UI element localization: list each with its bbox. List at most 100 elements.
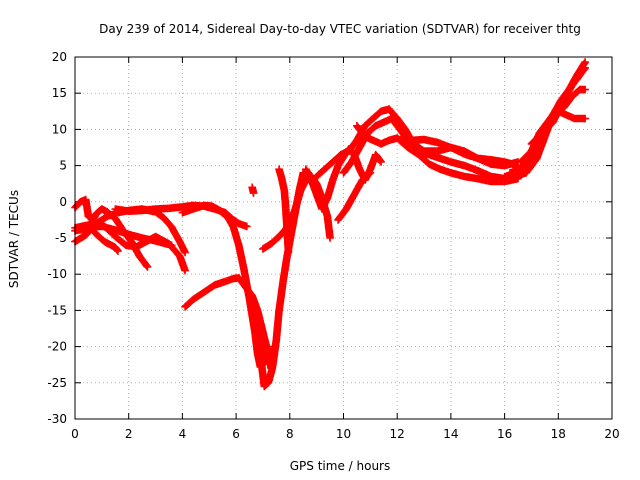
y-tick-label: 15 [52, 86, 67, 100]
data-point [329, 151, 344, 166]
data-point [181, 266, 189, 275]
series-arc-12 [275, 165, 293, 257]
data-point [279, 253, 291, 286]
series-arc-5 [71, 221, 122, 255]
data-point [487, 156, 508, 166]
data-point [111, 205, 132, 215]
data-point [275, 279, 287, 315]
y-tick-label: 5 [59, 159, 67, 173]
data-point [312, 179, 326, 201]
data-point [143, 263, 152, 271]
axis-ticks: 0 2 4 6 8 10 12 14 16 18 20 -30 -25 -20 -15 -10 -5 0 5 10 15… [47, 50, 619, 441]
data-point [181, 248, 189, 257]
data-point [433, 138, 454, 151]
series-arc-22 [527, 107, 589, 148]
x-tick-label: 6 [232, 427, 240, 441]
data-point [167, 223, 183, 245]
data-point [347, 144, 363, 166]
data-point [114, 247, 122, 255]
y-tick-label: 0 [59, 195, 67, 209]
y-tick-label: 10 [52, 122, 67, 136]
y-tick-label: 20 [52, 50, 67, 64]
data-point [320, 159, 336, 173]
x-axis-label: GPS time / hours [290, 459, 391, 473]
data-point [420, 135, 440, 146]
data-point [260, 379, 272, 391]
data-point [460, 161, 481, 174]
series-arc-4 [81, 222, 189, 275]
data-point [414, 150, 433, 167]
data-point [363, 122, 379, 137]
data-point [267, 233, 282, 248]
data-point [329, 163, 342, 184]
data-point [111, 214, 127, 234]
data-point [235, 241, 248, 273]
data-point [216, 206, 231, 221]
data-point [345, 137, 360, 155]
x-tick-label: 20 [604, 427, 619, 441]
data-point [277, 174, 288, 194]
x-tick-label: 16 [497, 427, 512, 441]
data-point [323, 212, 334, 241]
y-tick-label: -30 [47, 412, 67, 426]
y-tick-label: -5 [55, 231, 67, 245]
series-arc-16 [353, 122, 522, 186]
data-point [103, 208, 118, 222]
data-point [268, 337, 280, 373]
data-point [323, 177, 337, 202]
data-point [385, 105, 401, 122]
data-point [567, 72, 583, 90]
y-tick-label: -10 [47, 267, 67, 281]
x-tick-label: 2 [125, 427, 133, 441]
data-point [447, 143, 467, 158]
data-point [393, 114, 409, 133]
data-point [92, 230, 108, 245]
data-point [567, 86, 583, 101]
data-point [151, 232, 172, 247]
data-point [159, 213, 175, 230]
data-point [111, 232, 129, 249]
y-tick-label: -15 [47, 303, 67, 317]
data-point [342, 192, 358, 213]
data-point [581, 85, 589, 94]
data-point [353, 122, 368, 140]
data-point [388, 114, 403, 133]
data-point [361, 115, 376, 130]
x-tick-label: 0 [71, 427, 79, 441]
data-point [581, 64, 589, 72]
series-arc-17 [334, 169, 375, 224]
data-point [474, 166, 494, 180]
data-point [516, 155, 535, 173]
data-point [243, 222, 251, 231]
data-point [350, 177, 366, 199]
data-point [516, 148, 535, 166]
x-tick-label: 10 [336, 427, 351, 441]
data-point [165, 240, 183, 259]
data-point [581, 114, 589, 123]
data-point [527, 130, 545, 148]
x-tick-label: 8 [286, 427, 294, 441]
x-tick-label: 18 [551, 427, 566, 441]
series-arc-18 [398, 132, 522, 170]
data-point [284, 248, 293, 257]
data-point [264, 365, 276, 387]
data-point [358, 169, 374, 184]
data-point [339, 159, 355, 177]
data-point [559, 83, 575, 105]
data-point [369, 108, 384, 123]
data-point [334, 206, 350, 224]
data-point [84, 221, 100, 238]
data-point [522, 155, 540, 177]
x-tick-label: 4 [179, 427, 187, 441]
y-axis-label: SDTVAR / TECUs [7, 190, 21, 288]
data-point [272, 308, 283, 344]
data-point [181, 296, 196, 311]
data-point [559, 94, 575, 112]
data-point [527, 141, 543, 163]
y-tick-label: -25 [47, 376, 67, 390]
data-point [138, 205, 158, 215]
data-point [135, 252, 151, 270]
data-point [100, 222, 118, 240]
data-point [377, 158, 385, 166]
